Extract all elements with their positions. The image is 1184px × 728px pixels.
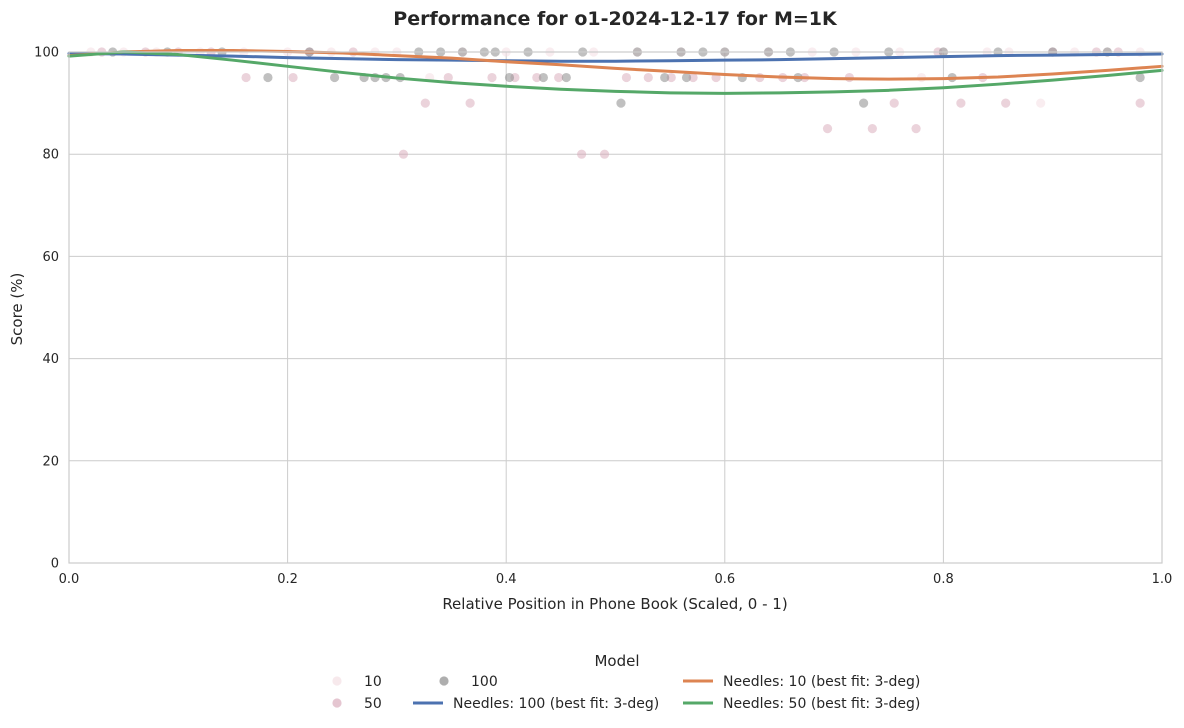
scatter-point-10: [1036, 98, 1046, 108]
legend-label: Needles: 100 (best fit: 3-deg): [453, 696, 659, 712]
scatter-point-50: [867, 124, 877, 134]
scatter-point-50: [532, 72, 542, 83]
legend-label: 10: [364, 674, 382, 690]
legend-label: Needles: 50 (best fit: 3-deg): [723, 696, 920, 712]
legend-label: 100: [471, 674, 498, 690]
scatter-point-100: [859, 98, 869, 108]
scatter-point-50: [911, 124, 921, 134]
x-tick-label: 0.4: [496, 572, 517, 587]
scatter-point-50: [956, 98, 966, 108]
scatter-point-100: [538, 72, 548, 83]
x-tick-label: 0.8: [933, 572, 954, 587]
y-tick-label: 60: [42, 250, 59, 265]
legend-label: 50: [364, 696, 382, 712]
scatter-point-50: [1001, 98, 1011, 108]
legend-title: Model: [594, 652, 639, 670]
scatter-point-100: [681, 72, 692, 83]
legend-marker: [439, 676, 449, 686]
legend-marker: [332, 676, 342, 686]
scatter-point-100: [263, 72, 273, 83]
scatter-point-50: [822, 124, 833, 134]
fit-line: [67, 52, 1164, 63]
scatter-point-50: [554, 72, 564, 83]
x-tick-label: 0.2: [277, 572, 298, 587]
x-tick-label: 0.6: [714, 572, 735, 587]
scatter-point-50: [398, 149, 409, 159]
chart-title: Performance for o1-2024-12-17 for M=1K: [393, 8, 838, 30]
scatter-point-50: [443, 72, 453, 83]
y-tick-label: 100: [34, 46, 59, 61]
scatter-point-50: [621, 72, 632, 83]
legend: Model 10 50 100 Needles: 100 (best fit: 3-d…: [332, 652, 920, 712]
scatter-point-50: [487, 72, 497, 83]
scatter-point-100: [660, 72, 670, 83]
x-tick-label: 1.0: [1152, 572, 1173, 587]
scatter-point-100: [1135, 72, 1145, 83]
scatter-point-50: [889, 98, 899, 108]
scatter-point-50: [465, 98, 475, 108]
scatter-point-50: [599, 149, 610, 159]
tick-layer: 0.0 0.2 0.4 0.6 0.8 1.0 0 20 40 60 80 100: [34, 46, 1172, 588]
scatter-point-50: [1135, 98, 1145, 108]
fit-line: [67, 48, 1164, 81]
scatter-point-50: [420, 98, 430, 108]
scatter-point-50: [666, 72, 676, 83]
y-tick-label: 0: [51, 557, 59, 572]
plot-frame: [68, 51, 1163, 564]
scatter-point-100: [561, 72, 571, 83]
y-tick-label: 20: [42, 454, 59, 469]
grid-layer: [68, 51, 1163, 564]
scatter-point-100: [329, 72, 340, 83]
scatter-point-50: [577, 149, 587, 159]
scatter-point-50: [241, 72, 251, 83]
scatter-layer: [86, 47, 1145, 159]
scatter-point-100: [616, 98, 626, 108]
scatter-point-50: [688, 72, 698, 83]
line-layer: [67, 48, 1164, 95]
legend-marker: [332, 698, 342, 708]
y-tick-label: 80: [42, 148, 59, 163]
legend-label: Needles: 10 (best fit: 3-deg): [723, 674, 920, 690]
frame-layer: [68, 51, 1163, 564]
fit-line: [67, 50, 1164, 95]
y-axis-label: Score (%): [8, 273, 26, 346]
x-tick-label: 0.0: [59, 572, 80, 587]
scatter-point-50: [288, 72, 298, 83]
scatter-point-100: [504, 72, 515, 83]
y-tick-label: 40: [42, 352, 59, 367]
scatter-point-50: [643, 72, 653, 83]
x-axis-label: Relative Position in Phone Book (Scaled,…: [442, 595, 787, 613]
